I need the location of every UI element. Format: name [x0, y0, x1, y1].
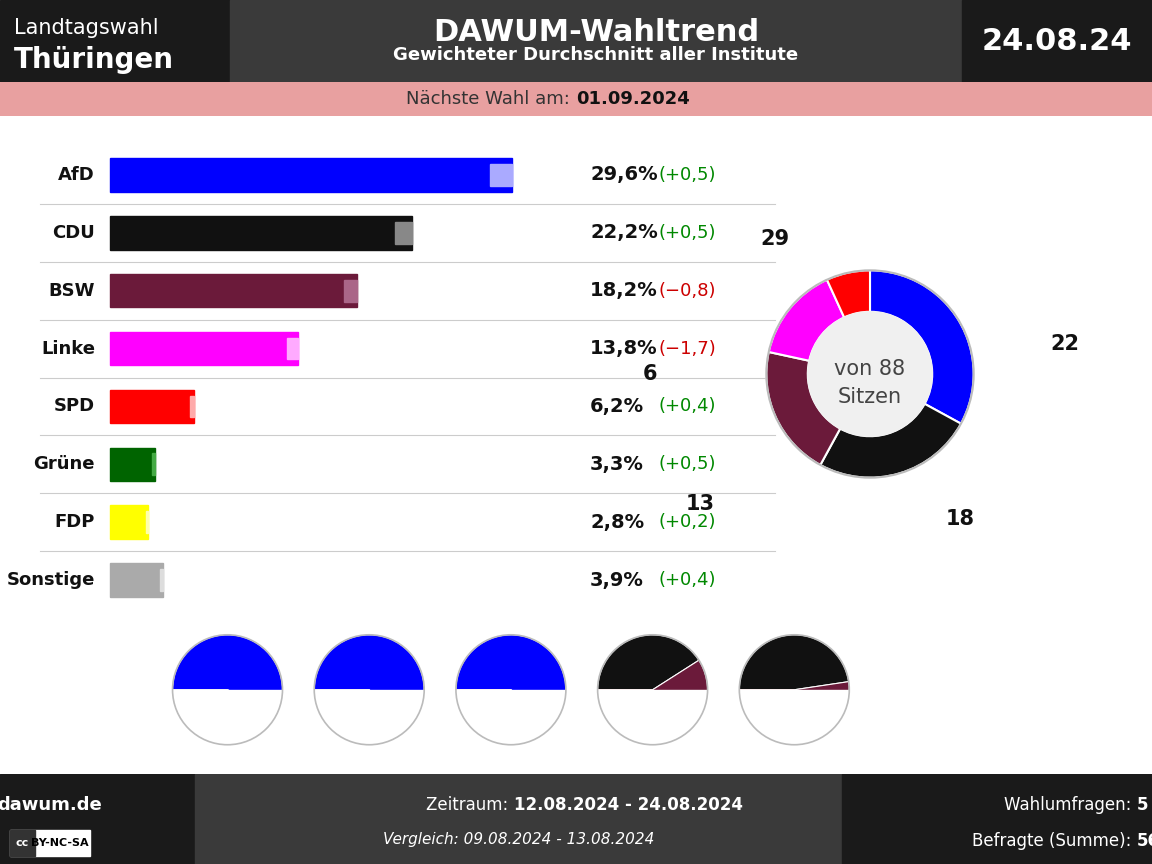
Bar [160, 569, 164, 591]
Wedge shape [766, 352, 840, 465]
Bar [152, 454, 154, 475]
Text: DAWUM-Wahltrend: DAWUM-Wahltrend [433, 18, 759, 47]
Text: (+0,2): (+0,2) [658, 513, 715, 531]
Bar [736, 689, 852, 747]
Bar [109, 274, 357, 308]
Text: 01.09.2024: 01.09.2024 [576, 90, 690, 108]
Text: Sitzen: Sitzen [838, 387, 902, 407]
Wedge shape [456, 689, 511, 728]
Bar [190, 396, 195, 417]
Text: Grüne: Grüne [33, 455, 94, 473]
Text: 22: 22 [1051, 334, 1079, 354]
Bar [109, 216, 411, 250]
Text: cc: cc [15, 838, 29, 848]
Wedge shape [740, 635, 849, 689]
Text: Zeitraum:: Zeitraum: [426, 796, 514, 814]
Text: 13: 13 [685, 494, 714, 514]
Wedge shape [314, 635, 424, 727]
Text: (+0,5): (+0,5) [658, 166, 715, 184]
Text: 3,9%: 3,9% [590, 570, 644, 589]
Bar [842, 774, 1152, 864]
Text: 3,3%: 3,3% [590, 454, 644, 473]
Bar [109, 563, 164, 597]
Text: AfD: AfD [59, 166, 94, 184]
Text: Landtagswahl: Landtagswahl [14, 18, 159, 38]
Wedge shape [827, 270, 870, 317]
Bar [109, 505, 149, 539]
Bar [109, 332, 297, 365]
Text: Befragte (Summe):: Befragte (Summe): [972, 831, 1137, 849]
Text: von 88: von 88 [834, 359, 905, 378]
Text: 13,8%: 13,8% [590, 339, 658, 358]
Wedge shape [758, 682, 849, 745]
Wedge shape [598, 689, 654, 745]
Bar [109, 158, 513, 192]
Bar [453, 689, 569, 747]
Wedge shape [472, 689, 556, 745]
Text: (+0,4): (+0,4) [658, 397, 715, 416]
Text: CDU: CDU [52, 224, 94, 242]
Text: 5: 5 [1137, 796, 1149, 814]
Wedge shape [820, 403, 961, 478]
Circle shape [808, 312, 932, 436]
Wedge shape [314, 689, 409, 745]
Text: Vergleich: 09.08.2024 - 13.08.2024: Vergleich: 09.08.2024 - 13.08.2024 [382, 831, 654, 847]
Text: Gewichteter Durchschnitt aller Institute: Gewichteter Durchschnitt aller Institute [394, 46, 798, 64]
Bar [343, 280, 357, 302]
Text: Linke: Linke [41, 340, 94, 358]
Text: 24.08.24: 24.08.24 [982, 27, 1132, 55]
Bar [395, 222, 411, 244]
Bar [10, 830, 90, 856]
Text: dawum.de: dawum.de [0, 797, 103, 815]
Text: BSW: BSW [48, 282, 94, 300]
Text: 2,8%: 2,8% [590, 512, 644, 531]
Wedge shape [456, 635, 566, 721]
Text: (+0,5): (+0,5) [658, 455, 715, 473]
Bar [0, 774, 195, 864]
Text: 18: 18 [946, 509, 975, 529]
Bar [287, 338, 297, 359]
Text: 22,2%: 22,2% [590, 223, 658, 242]
Text: Thüringen: Thüringen [14, 46, 174, 74]
Wedge shape [652, 660, 707, 745]
Text: Sonstige: Sonstige [7, 571, 94, 589]
Wedge shape [173, 689, 278, 745]
Bar [594, 689, 711, 747]
Bar [109, 390, 195, 423]
Bar [146, 511, 149, 533]
Bar [10, 830, 35, 856]
Text: 29: 29 [760, 229, 789, 249]
Wedge shape [598, 635, 699, 689]
Text: FDP: FDP [54, 513, 94, 531]
Text: Nächste Wahl am:: Nächste Wahl am: [407, 90, 576, 108]
Text: BY-NC-SA: BY-NC-SA [31, 838, 89, 848]
Text: (+0,4): (+0,4) [658, 571, 715, 589]
Wedge shape [173, 635, 282, 714]
Wedge shape [740, 689, 795, 731]
Bar [195, 774, 842, 864]
Text: (−0,8): (−0,8) [658, 282, 715, 300]
Text: (+0,5): (+0,5) [658, 224, 715, 242]
Text: 6: 6 [643, 364, 658, 384]
Bar [169, 689, 286, 747]
Bar [491, 164, 513, 186]
Text: SPD: SPD [54, 397, 94, 416]
Text: 18,2%: 18,2% [590, 281, 658, 300]
Bar [962, 0, 1152, 82]
Bar [0, 0, 230, 82]
Text: (−1,7): (−1,7) [658, 340, 715, 358]
Wedge shape [768, 280, 844, 361]
Text: 12.08.2024 - 24.08.2024: 12.08.2024 - 24.08.2024 [514, 796, 743, 814]
Bar [230, 0, 962, 82]
Bar [109, 448, 154, 481]
Bar [311, 689, 427, 747]
Text: 5633: 5633 [1137, 831, 1152, 849]
Wedge shape [870, 270, 973, 423]
Text: 29,6%: 29,6% [590, 165, 658, 184]
Text: 6,2%: 6,2% [590, 397, 644, 416]
Text: Wahlumfragen:: Wahlumfragen: [1005, 796, 1137, 814]
